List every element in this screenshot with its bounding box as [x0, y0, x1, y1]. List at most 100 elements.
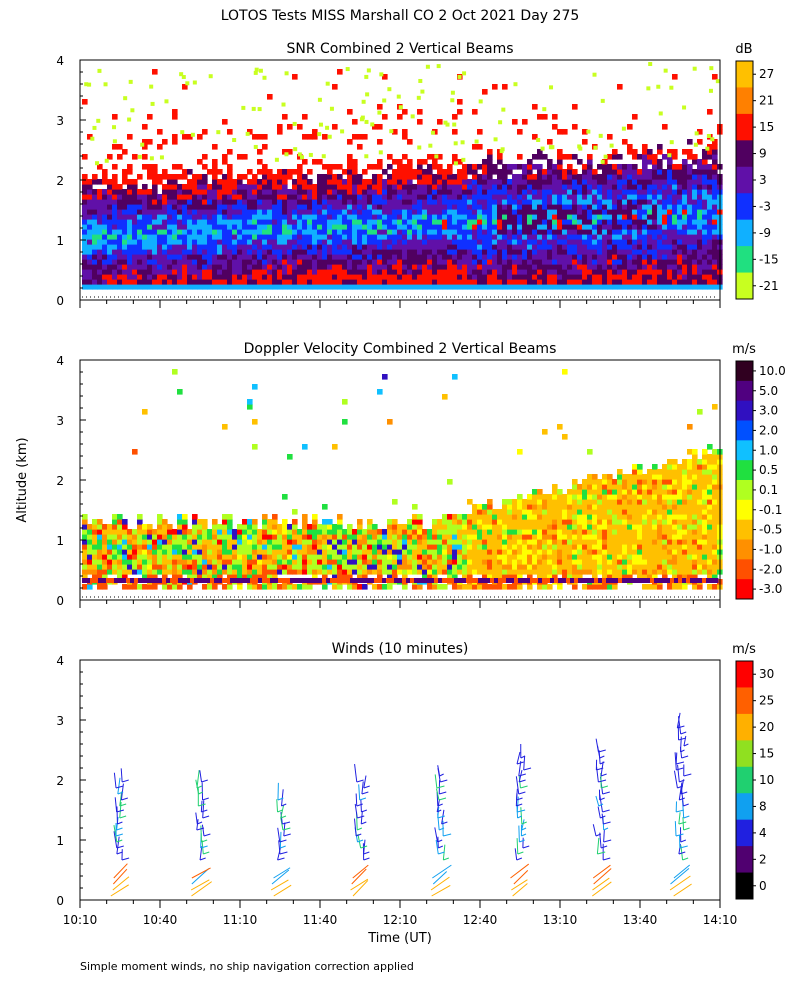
snr-cell [292, 209, 298, 215]
snr-cell [107, 239, 113, 245]
snr-cell [672, 249, 678, 255]
velocity-cell [332, 544, 338, 550]
velocity-cell [167, 554, 173, 560]
velocity-cell [477, 549, 483, 555]
snr-cell [442, 179, 448, 185]
velocity-cell [572, 584, 578, 590]
snr-cell [567, 199, 573, 205]
snr-cell [432, 209, 438, 215]
snr-cell [117, 154, 123, 160]
velocity-cell [437, 534, 443, 540]
snr-cell [207, 284, 213, 290]
velocity-cell [142, 524, 148, 530]
velocity-cell [557, 559, 563, 565]
velocity-cell [587, 474, 593, 480]
velocity-cell [557, 519, 563, 525]
snr-cell [302, 249, 308, 255]
snr-cell [557, 274, 563, 280]
velocity-cell [332, 564, 338, 570]
snr-cell [312, 184, 318, 190]
snr-cell [452, 214, 458, 220]
snr-cell [122, 209, 128, 215]
velocity-cell [347, 549, 353, 555]
velocity-cell [427, 554, 433, 560]
velocity-cell [392, 544, 398, 550]
snr-cell [482, 179, 488, 185]
snr-cell [377, 199, 383, 205]
snr-cell [242, 214, 248, 220]
snr-cell [662, 264, 668, 270]
snr-cell [167, 209, 173, 215]
velocity-cell [412, 539, 418, 545]
snr-cell [342, 284, 348, 290]
velocity-cell [557, 549, 563, 555]
snr-cell [212, 239, 218, 245]
snr-cell [127, 199, 133, 205]
velocity-cell [192, 539, 198, 545]
velocity-cell [112, 519, 118, 525]
snr-cell [232, 259, 238, 265]
snr-cell [317, 194, 323, 200]
snr-cell [102, 259, 108, 265]
snr-cell [467, 254, 473, 260]
velocity-cell [262, 584, 268, 590]
velocity-cell [252, 444, 258, 450]
snr-cell [617, 174, 623, 180]
snr-cell [307, 209, 313, 215]
velocity-cell [462, 584, 468, 590]
snr-cell [382, 229, 388, 235]
velocity-cell [217, 574, 223, 580]
snr-cell [607, 264, 613, 270]
snr-cell [302, 219, 308, 225]
velocity-cell [247, 399, 253, 405]
snr-cell [617, 214, 623, 220]
snr-cell [457, 234, 463, 240]
velocity-cell [562, 494, 568, 500]
snr-cell [202, 244, 208, 250]
snr-cell [712, 214, 718, 220]
snr-cell [562, 234, 568, 240]
snr-cell [517, 254, 523, 260]
velocity-cell [392, 554, 398, 560]
snr-cell [147, 189, 153, 195]
velocity-cell [502, 539, 508, 545]
snr-speckle [682, 105, 687, 110]
snr-cell [502, 259, 508, 265]
velocity-cell [222, 544, 228, 550]
snr-cell [542, 219, 548, 225]
snr-cell [307, 214, 313, 220]
snr-cell [342, 264, 348, 270]
snr-cell [92, 229, 98, 235]
velocity-cell [87, 569, 93, 575]
velocity-cell [577, 494, 583, 500]
snr-cell [357, 229, 363, 235]
snr-cell [497, 229, 503, 235]
velocity-cell [432, 559, 438, 565]
snr-cell [712, 244, 718, 250]
snr-cell [542, 224, 548, 230]
snr-cell [107, 254, 113, 260]
velocity-cell [327, 554, 333, 560]
snr-cell [342, 259, 348, 265]
snr-cell [667, 149, 673, 155]
velocity-cell [547, 544, 553, 550]
snr-cell [507, 229, 513, 235]
snr-cell [677, 209, 683, 215]
snr-cell [257, 224, 263, 230]
velocity-cell [112, 569, 118, 575]
snr-cell [232, 269, 238, 275]
snr-cell [137, 199, 143, 205]
velocity-cell [472, 519, 478, 525]
snr-cell [522, 169, 528, 175]
velocity-cell [177, 549, 183, 555]
snr-cell [592, 269, 598, 275]
snr-cell [567, 209, 573, 215]
velocity-cell [427, 539, 433, 545]
velocity-cell [457, 544, 463, 550]
velocity-cell [257, 554, 263, 560]
velocity-cell [312, 514, 318, 520]
snr-cell [127, 269, 133, 275]
snr-cell [102, 189, 108, 195]
velocity-cell [322, 524, 328, 530]
snr-cell [382, 184, 388, 190]
